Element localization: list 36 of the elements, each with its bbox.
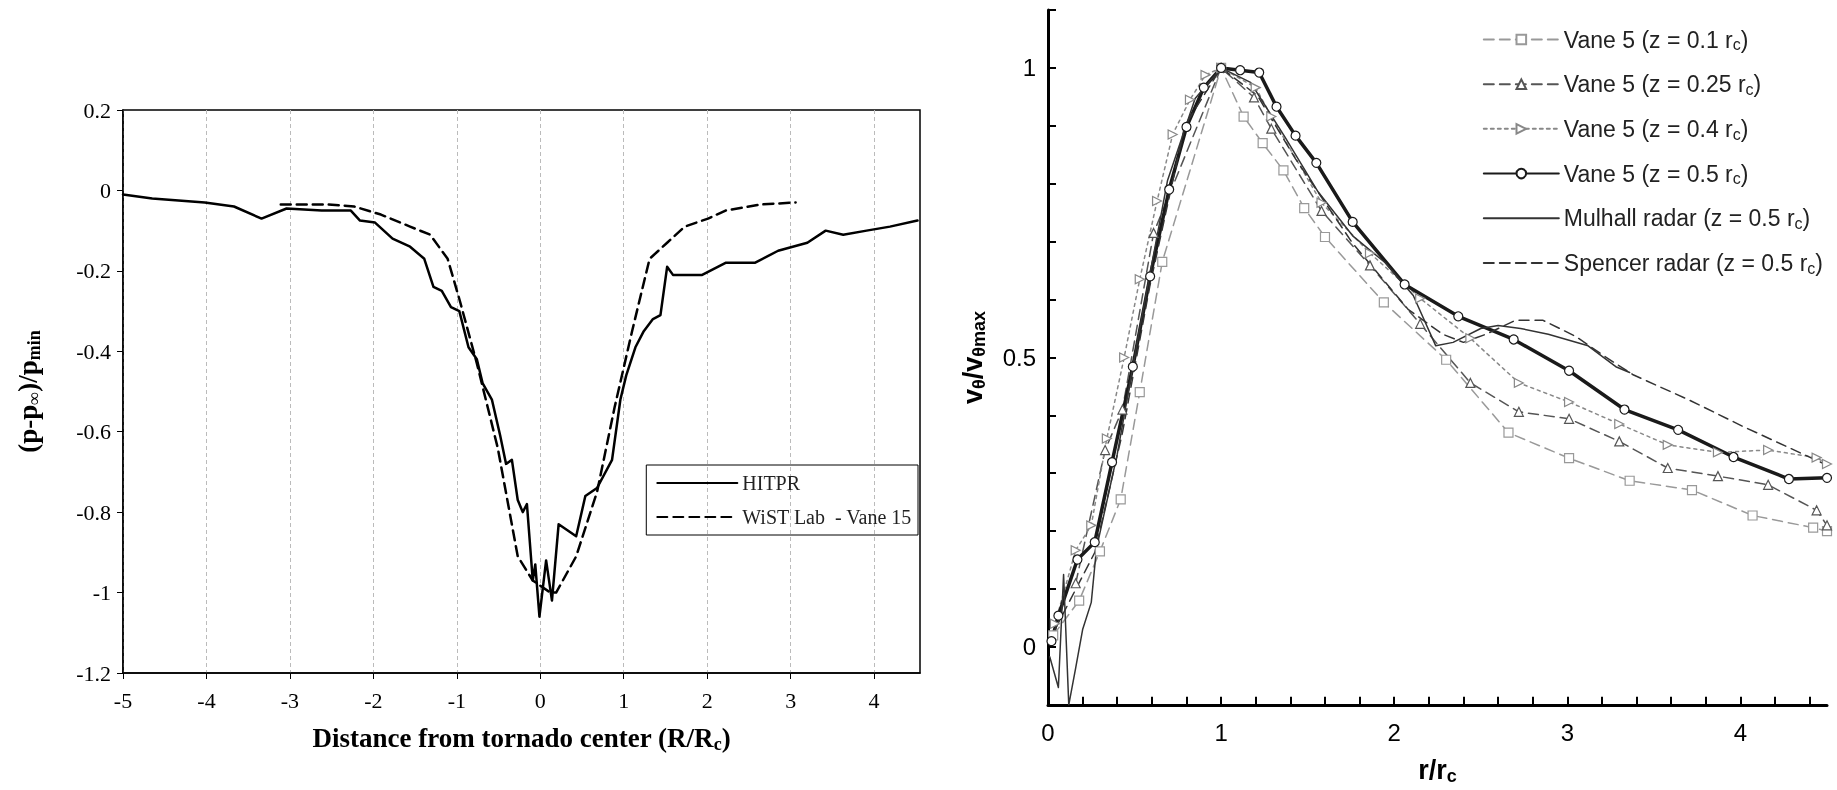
x-tick-label: 3 [1560, 719, 1575, 747]
x-tick-label: -5 [113, 687, 133, 713]
x-tick-label: -3 [280, 687, 300, 713]
y-tick-label: -0.6 [76, 419, 111, 445]
legend-label: Mulhall radar (z = 0.5 rc) [1563, 205, 1811, 232]
y-tick-label: 0.5 [1002, 343, 1036, 371]
x-tick-label: -2 [364, 687, 383, 713]
x-tick-label: 0 [1041, 719, 1055, 747]
x-tick-label: -1 [447, 687, 466, 713]
x-tick-label: 4 [1733, 719, 1748, 747]
y-tick-label: -0.8 [76, 499, 111, 525]
legend-label: Vane 5 (z = 0.1 rc) [1563, 26, 1749, 54]
legend-label: Spencer radar (z = 0.5 rc) [1563, 249, 1824, 277]
y-tick-label: 0 [1022, 633, 1036, 661]
x-tick-label: 0 [534, 687, 546, 713]
y-axis-title: (p-p∞)/pmin [12, 330, 44, 453]
x-tick-label: 1 [618, 687, 630, 713]
x-tick-label: 1 [1214, 719, 1228, 747]
legend-label: Vane 5 (z = 0.4 rc) [1563, 115, 1749, 143]
y-tick-label: -1 [92, 580, 111, 606]
legend-label: HITPR [742, 472, 801, 494]
y-tick-label: 1 [1022, 54, 1036, 82]
y-tick-label: -0.2 [76, 258, 111, 284]
legend-label: Vane 5 (z = 0.5 rc) [1563, 160, 1749, 188]
y-tick-label: -0.4 [76, 338, 111, 364]
y-axis-title: vθ/vθmax [957, 310, 989, 404]
y-tick-label: 0.2 [83, 97, 111, 123]
x-tick-label: -4 [197, 687, 216, 713]
x-tick-label: 2 [701, 687, 713, 713]
x-tick-label: 3 [785, 687, 797, 713]
y-tick-label: 0 [100, 177, 111, 203]
y-tick-label: -1.2 [76, 660, 111, 686]
legend-label: Vane 5 (z = 0.25 rc) [1563, 71, 1762, 98]
x-tick-label: 2 [1387, 719, 1401, 747]
x-tick-label: 4 [868, 687, 880, 713]
legend-label: WiST Lab - Vane 15 [742, 506, 912, 528]
